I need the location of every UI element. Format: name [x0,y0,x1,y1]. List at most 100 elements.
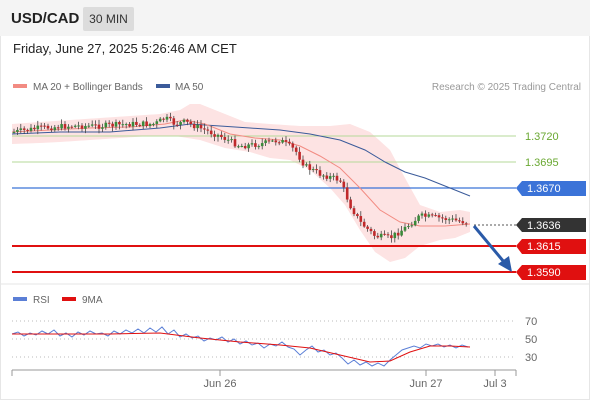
candle-body [152,123,155,125]
candle-body [60,124,63,129]
candle-body [413,220,417,226]
candle-body [325,175,329,179]
price-label-1.3720: 1.3720 [525,131,559,143]
rsi-legend-label: RSI [33,295,50,306]
candle-body [301,159,305,166]
rsi-ma-line [12,332,471,363]
candle-body [230,139,233,141]
candle-body [192,123,196,129]
candle-body [284,140,288,142]
svg-text:1.3590: 1.3590 [527,267,561,279]
candle-body [243,145,247,149]
candle-body [209,130,213,135]
candle-body [390,235,393,239]
candle-body [332,175,335,177]
candle-body [362,221,366,227]
candle-body [441,217,444,219]
candle-body [84,125,87,129]
rsi-level-label-70: 70 [525,316,537,328]
candle-body [169,116,172,119]
candle-body [237,146,240,148]
price-label-1.3590: 1.3590 [516,265,586,280]
candle-body [196,124,199,129]
x-axis-label-jun27: Jun 27 [409,378,442,390]
candle-body [437,215,441,218]
rsi-legend-swatch [13,297,27,301]
candle-body [352,208,356,215]
candle-body [165,116,169,120]
candle-body [424,213,427,217]
rsi-ma-legend-label: 9MA [82,295,103,306]
candle-body [43,125,46,127]
candle-body [97,124,101,129]
ma20-legend-label: MA 20 + Bollinger Bands [33,82,143,93]
candle-body [257,146,261,148]
candle-body [349,199,352,209]
candle-body [135,121,138,125]
svg-text:1.3720: 1.3720 [525,131,559,143]
candle-body [216,134,220,137]
price-label-1.3695: 1.3695 [525,157,559,169]
candle-body [294,147,298,152]
candlesticks [12,112,468,243]
candle-body [118,121,121,125]
candle-body [111,123,114,127]
candle-body [454,218,458,221]
candle-body [260,143,264,147]
candle-body [288,141,291,144]
candle-body [373,231,376,236]
down-arrow-icon [472,225,512,272]
candle-body [434,215,437,217]
timeframe-button[interactable]: 30 MIN [83,7,134,31]
candle-body [141,121,145,126]
svg-text:1.3615: 1.3615 [527,241,561,253]
candle-body [400,230,403,236]
candle-body [87,125,91,127]
candle-body [420,213,424,216]
x-axis-label-jul3: Jul 3 [483,378,506,390]
candle-body [19,128,23,130]
candle-body [33,127,36,130]
candle-body [369,228,373,232]
bollinger-band [12,104,470,262]
candle-body [220,134,223,138]
rsi-ma-legend-swatch [62,297,76,301]
rsi-level-label-30: 30 [525,352,537,364]
candle-body [70,126,74,128]
rsi-line [11,326,469,367]
candle-body [240,145,244,147]
candle-body [206,129,210,131]
candle-body [145,121,148,126]
svg-text:1.3670: 1.3670 [527,183,561,195]
timestamp: Friday, June 27, 2025 5:26:46 AM CET [13,41,237,56]
candle-body [63,124,67,129]
candle-body [53,127,57,131]
candle-body [328,176,332,179]
candle-body [107,122,111,124]
candle-body [148,123,152,126]
candle-body [264,140,267,144]
candle-body [94,124,97,126]
candle-body [271,140,274,142]
candle-body [73,125,77,127]
candle-body [254,143,257,147]
candle-body [39,125,43,127]
candle-body [155,121,159,124]
candle-body [277,142,281,144]
candle-body [46,125,50,129]
candle-body [407,226,410,228]
candle-body [121,124,125,126]
candle-body [359,216,363,222]
candle-body [50,128,53,131]
candle-body [56,127,60,129]
candle-body [250,143,254,145]
candle-body [172,118,176,125]
candle-body [311,169,315,171]
candle-body [464,223,468,225]
candle-body [410,225,414,227]
candle-body [318,170,322,176]
svg-text:1.3636: 1.3636 [527,220,561,232]
candle-body [345,187,349,200]
candle-body [104,122,108,128]
candle-body [26,129,29,131]
